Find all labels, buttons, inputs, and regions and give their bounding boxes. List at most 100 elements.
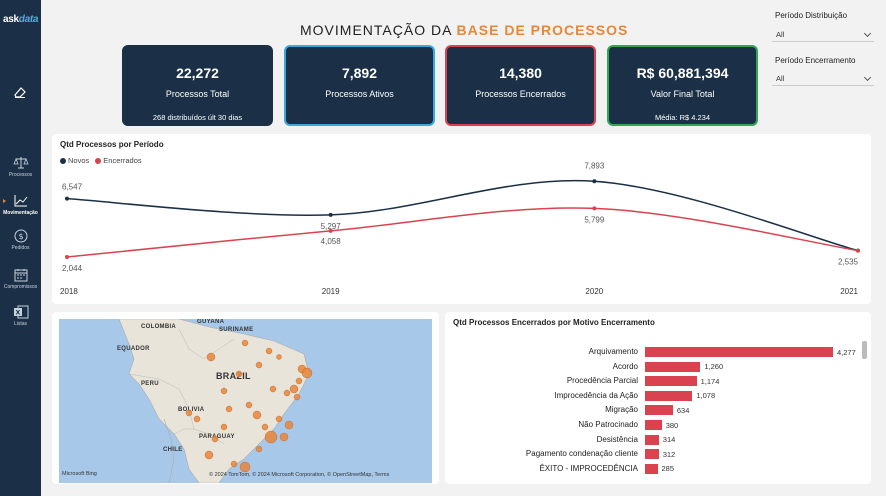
kpi-processos-ativos: 7,892 Processos Ativos (284, 45, 435, 126)
kpi-sub: 268 distribuídos últ 30 dias (152, 113, 243, 122)
map-bubble[interactable] (245, 401, 253, 409)
map-bubble[interactable] (193, 415, 201, 423)
sidebar: askdata Processos Movimentação $ Pedidos (0, 0, 41, 496)
kpi-value: 22,272 (176, 65, 219, 81)
map-credit[interactable]: © 2024 TomTom, © 2024 Microsoft Corporat… (209, 472, 390, 478)
x-tick-label: 2020 (585, 287, 603, 296)
nav-processos[interactable]: Processos (0, 156, 41, 178)
map-bubble[interactable] (241, 339, 249, 347)
bar-chart-title: Qtd Processos Encerrados por Motivo Ence… (453, 318, 655, 327)
bar-category-label: ÊXITO - IMPROCEDÊNCIA (539, 463, 638, 473)
map-bubble[interactable] (269, 385, 277, 393)
map-bubble[interactable] (261, 423, 269, 431)
map-bubble[interactable] (284, 420, 294, 430)
map-bubble[interactable] (206, 352, 216, 362)
map-bubble[interactable] (211, 435, 219, 443)
map-bubble[interactable] (235, 370, 243, 378)
kpi-sub: Média: R$ 4.234 (654, 113, 711, 122)
nav-label: Compromissos (3, 284, 38, 290)
legend-item-novos[interactable]: Novos (60, 156, 89, 165)
data-label: 2,044 (62, 264, 83, 273)
map-bubble[interactable] (185, 409, 193, 417)
map-land (118, 319, 310, 483)
legend-label: Encerrados (103, 156, 142, 165)
bar-category-label: Acordo (612, 361, 638, 371)
nav-listas[interactable]: X Listas (0, 305, 41, 327)
nav-label: Listas (13, 321, 28, 327)
bar[interactable] (645, 390, 693, 401)
data-point[interactable] (65, 254, 69, 259)
kpi-label: Processos Encerrados (475, 89, 566, 99)
bar-category-label: Improcedência da Ação (554, 390, 638, 400)
nav-label: Processos (8, 172, 33, 178)
line-chart: 6,547 5,297 7,893 2,535 2,044 4,058 5,799 2018 2… (60, 161, 860, 296)
line-chart-card: Qtd Processos por Período Novos Encerrad… (52, 134, 871, 304)
filter-distribuicao-select[interactable]: All (772, 26, 874, 42)
map-bubble[interactable] (293, 393, 301, 401)
map-bubble[interactable] (239, 461, 251, 473)
bar[interactable] (645, 420, 662, 430)
map-bubble[interactable] (289, 384, 299, 394)
kpi-processos-encerrados: 14,380 Processos Encerrados (445, 45, 596, 126)
bar[interactable] (645, 405, 673, 416)
map-bubble[interactable] (276, 354, 282, 360)
nav-movimentacao[interactable]: Movimentação (0, 194, 41, 216)
eraser-icon[interactable] (12, 84, 28, 100)
bar[interactable] (645, 347, 833, 357)
map-bubble[interactable] (265, 347, 273, 355)
map-bubble[interactable] (301, 367, 313, 379)
bar[interactable] (645, 434, 659, 445)
nav-pedidos[interactable]: $ Pedidos (0, 229, 41, 251)
map-bubble[interactable] (255, 445, 263, 453)
country-label: BRAZIL (216, 371, 251, 381)
line-chart-legend: Novos Encerrados (60, 156, 142, 165)
nav-compromissos[interactable]: Compromissos (0, 268, 41, 290)
map-bubble[interactable] (230, 460, 238, 468)
calendar-icon (14, 269, 27, 282)
map-bubble[interactable] (255, 361, 263, 369)
data-point[interactable] (328, 228, 333, 233)
bar-value-label: 1,078 (696, 391, 716, 401)
filter-encerramento-select[interactable]: All (772, 70, 874, 86)
map-bubble[interactable] (225, 405, 233, 413)
bar[interactable] (645, 463, 658, 474)
map-bubble[interactable] (264, 430, 278, 444)
data-point[interactable] (65, 196, 69, 201)
page-title: MOVIMENTAÇÃO DA BASE DE PROCESSOS (300, 22, 628, 38)
data-point[interactable] (592, 179, 597, 184)
map[interactable]: COLOMBIA GUYANA SURINAME EQUADOR PERU BR… (59, 319, 432, 483)
data-point[interactable] (328, 212, 333, 217)
data-label: 7,893 (584, 161, 605, 170)
map-bubble[interactable] (279, 432, 289, 442)
scrollbar[interactable] (862, 341, 867, 359)
country-label: BOLIVIA (178, 407, 205, 413)
bar[interactable] (645, 376, 697, 387)
nav-label: Pedidos (11, 245, 30, 251)
data-point[interactable] (856, 248, 860, 253)
data-label: 4,058 (321, 237, 342, 246)
map-bubble[interactable] (295, 377, 303, 385)
country-label: EQUADOR (117, 346, 150, 352)
map-bubble[interactable] (252, 410, 262, 420)
data-label: 2,535 (838, 258, 859, 267)
bar-value-label: 312 (662, 449, 676, 459)
data-label: 6,547 (62, 183, 83, 192)
kpi-processos-total: 22,272 Processos Total 268 distribuídos … (122, 45, 273, 126)
legend-item-encerrados[interactable]: Encerrados (95, 156, 142, 165)
bar[interactable] (645, 361, 701, 372)
data-point[interactable] (592, 206, 597, 211)
bar[interactable] (645, 449, 659, 460)
bar-value-label: 634 (676, 405, 690, 415)
bar-category-label: Desistência (596, 434, 638, 444)
map-bubble[interactable] (275, 415, 283, 423)
map-bubble[interactable] (204, 450, 214, 460)
map-bubble[interactable] (283, 389, 291, 397)
map-bubble[interactable] (220, 423, 228, 431)
title-prefix: MOVIMENTAÇÃO DA (300, 22, 452, 38)
bar-value-label: 380 (665, 420, 679, 430)
bar-category-label: Pagamento condenação cliente (525, 449, 638, 459)
bar-category-label: Arquivamento (588, 347, 638, 356)
filter-encerramento-label: Período Encerramento (775, 56, 856, 65)
map-bubble[interactable] (220, 387, 228, 395)
kpi-value: R$ 60,881,394 (636, 65, 729, 81)
